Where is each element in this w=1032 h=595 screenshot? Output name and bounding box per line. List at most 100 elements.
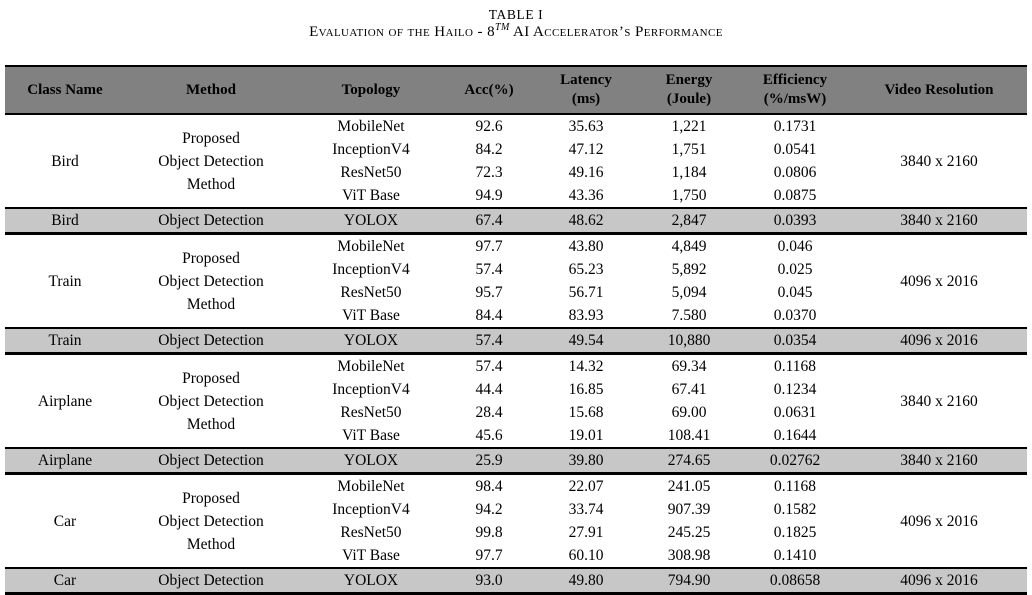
- topology-cell: YOLOX: [297, 567, 445, 595]
- data-row: InceptionV4 57.4 65.23 5,892 0.025: [5, 258, 1027, 281]
- energy-cell: 241.05: [667, 478, 711, 495]
- class-name-cell: Airplane: [37, 392, 93, 410]
- table-header: Class Name Method Topology Acc(%) Latenc…: [5, 65, 1027, 115]
- efficiency-cell: 0.0370: [773, 307, 817, 324]
- latency-cell: 33.74: [568, 501, 604, 518]
- header-efficiency: Efficiency (%/msW): [739, 65, 851, 115]
- efficiency-cell: 0.08658: [739, 567, 851, 595]
- efficiency-cell: 0.1825: [773, 524, 817, 541]
- energy-cell: 1,751: [671, 141, 707, 158]
- yolox-highlight-row: Bird Object Detection YOLOX 67.4 48.62 2,847 0…: [5, 207, 1027, 235]
- efficiency-cell: 0.1731: [773, 118, 817, 135]
- latency-cell: 39.80: [533, 447, 639, 475]
- accuracy-cell: 25.9: [445, 447, 533, 475]
- performance-table: Class Name Method Topology Acc(%) Latenc…: [5, 65, 1027, 595]
- efficiency-cell: 0.045: [777, 284, 813, 301]
- efficiency-cell: 0.1234: [773, 381, 817, 398]
- accuracy-cell: 94.9: [475, 187, 503, 204]
- topology-cell: YOLOX: [297, 207, 445, 235]
- data-row: ResNet50 72.3 49.16 1,184 0.0806: [5, 161, 1027, 184]
- latency-cell: 49.16: [568, 164, 604, 181]
- efficiency-cell: 0.1168: [773, 358, 817, 375]
- method-cell: Proposed Object Detection Method: [158, 249, 264, 313]
- data-row: ViT Base 45.6 19.01 108.41 0.1644: [5, 424, 1027, 448]
- header-energy: Energy (Joule): [639, 65, 739, 115]
- topology-cell: ViT Base: [342, 187, 400, 204]
- latency-cell: 14.32: [568, 358, 604, 375]
- latency-cell: 27.91: [568, 524, 604, 541]
- caption-suffix: AI Accelerator’s Performance: [509, 24, 723, 40]
- topology-cell: MobileNet: [337, 238, 405, 255]
- energy-cell: 274.65: [639, 447, 739, 475]
- header-class-name: Class Name: [5, 65, 125, 115]
- data-row: InceptionV4 94.2 33.74 907.39 0.1582: [5, 498, 1027, 521]
- table-body: Bird Proposed Object Detection Method Mobi…: [5, 114, 1027, 595]
- efficiency-cell: 0.0875: [773, 187, 817, 204]
- table-number: TABLE I: [488, 7, 544, 22]
- energy-cell: 1,750: [671, 187, 707, 204]
- efficiency-cell: 0.1410: [773, 547, 817, 564]
- topology-cell: MobileNet: [337, 118, 405, 135]
- efficiency-cell: 0.0631: [773, 404, 817, 421]
- latency-cell: 16.85: [568, 381, 604, 398]
- efficiency-cell: 0.025: [777, 261, 813, 278]
- latency-cell: 43.80: [568, 238, 604, 255]
- data-row: InceptionV4 84.2 47.12 1,751 0.0541: [5, 138, 1027, 161]
- energy-cell: 308.98: [667, 547, 711, 564]
- topology-cell: ResNet50: [340, 524, 402, 541]
- accuracy-cell: 84.2: [475, 141, 503, 158]
- latency-cell: 15.68: [568, 404, 604, 421]
- resolution-cell: 3840 x 2160: [851, 447, 1027, 475]
- accuracy-cell: 97.7: [475, 547, 503, 564]
- header-latency: Latency (ms): [533, 65, 639, 115]
- efficiency-cell: 0.0354: [739, 327, 851, 355]
- latency-cell: 49.80: [533, 567, 639, 595]
- method-cell: Proposed Object Detection Method: [158, 489, 264, 553]
- accuracy-cell: 44.4: [475, 381, 503, 398]
- latency-cell: 19.01: [568, 427, 604, 444]
- resolution-cell: 4096 x 2016: [900, 512, 978, 530]
- energy-cell: 67.41: [671, 381, 707, 398]
- table-caption: Evaluation of the Hailo - 8TM AI Acceler…: [0, 23, 1032, 41]
- topology-cell: MobileNet: [337, 478, 405, 495]
- energy-cell: 2,847: [639, 207, 739, 235]
- energy-cell: 245.25: [667, 524, 711, 541]
- efficiency-cell: 0.1582: [773, 501, 817, 518]
- method-cell: Proposed Object Detection Method: [158, 129, 264, 193]
- accuracy-cell: 99.8: [475, 524, 503, 541]
- resolution-cell: 3840 x 2160: [900, 392, 978, 410]
- accuracy-cell: 67.4: [445, 207, 533, 235]
- accuracy-cell: 94.2: [475, 501, 503, 518]
- latency-cell: 65.23: [568, 261, 604, 278]
- energy-cell: 794.90: [639, 567, 739, 595]
- energy-cell: 907.39: [667, 501, 711, 518]
- topology-cell: YOLOX: [297, 447, 445, 475]
- efficiency-cell: 0.1644: [773, 427, 817, 444]
- caption-prefix: Evaluation of the Hailo - 8: [309, 24, 495, 40]
- header-row: Class Name Method Topology Acc(%) Latenc…: [5, 65, 1027, 115]
- resolution-cell: 3840 x 2160: [851, 207, 1027, 235]
- energy-cell: 1,221: [671, 118, 707, 135]
- topology-cell: InceptionV4: [332, 141, 410, 158]
- topology-cell: ResNet50: [340, 164, 402, 181]
- class-name-cell: Car: [5, 567, 125, 595]
- topology-cell: InceptionV4: [332, 261, 410, 278]
- topology-cell: ViT Base: [342, 307, 400, 324]
- data-row: ResNet50 99.8 27.91 245.25 0.1825: [5, 521, 1027, 544]
- method-cell: Object Detection: [125, 567, 297, 595]
- efficiency-cell: 0.046: [777, 238, 813, 255]
- latency-cell: 60.10: [568, 547, 604, 564]
- accuracy-cell: 95.7: [475, 284, 503, 301]
- topology-cell: ResNet50: [340, 284, 402, 301]
- accuracy-cell: 93.0: [445, 567, 533, 595]
- header-video-resolution: Video Resolution: [851, 65, 1027, 115]
- energy-cell: 108.41: [667, 427, 711, 444]
- accuracy-cell: 57.4: [445, 327, 533, 355]
- accuracy-cell: 84.4: [475, 307, 503, 324]
- resolution-cell: 4096 x 2016: [851, 567, 1027, 595]
- class-name-cell: Car: [53, 512, 77, 530]
- latency-cell: 83.93: [568, 307, 604, 324]
- data-row: ResNet50 28.4 15.68 69.00 0.0631: [5, 401, 1027, 424]
- energy-cell: 7.580: [671, 307, 707, 324]
- data-row: Airplane Proposed Object Detection Method…: [5, 354, 1027, 433]
